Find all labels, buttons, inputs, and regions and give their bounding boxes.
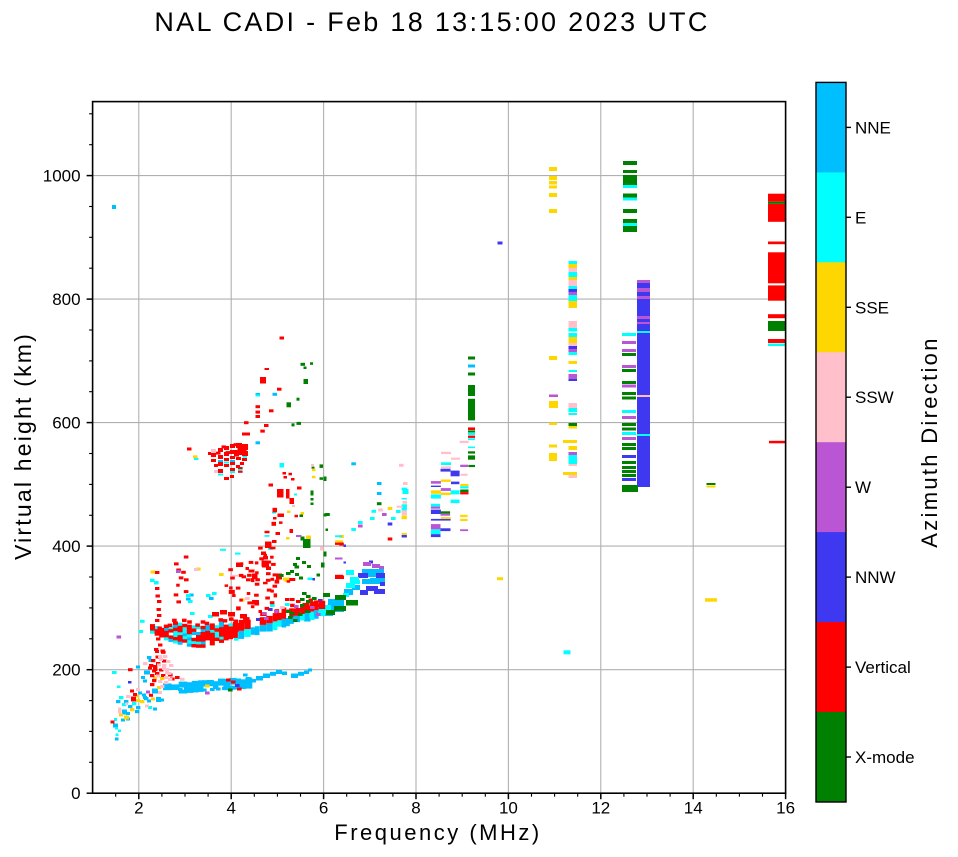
svg-text:NNW: NNW bbox=[855, 568, 896, 587]
svg-text:2: 2 bbox=[134, 799, 143, 818]
svg-text:600: 600 bbox=[52, 413, 80, 432]
svg-text:SSE: SSE bbox=[855, 298, 889, 317]
svg-text:8: 8 bbox=[411, 799, 420, 818]
svg-text:10: 10 bbox=[499, 799, 518, 818]
svg-text:1000: 1000 bbox=[43, 166, 81, 185]
svg-text:200: 200 bbox=[52, 660, 80, 679]
svg-text:E: E bbox=[855, 208, 866, 227]
svg-text:NAL CADI - Feb 18 13:15:00 202: NAL CADI - Feb 18 13:15:00 2023 UTC bbox=[154, 7, 709, 37]
svg-text:X-mode: X-mode bbox=[855, 748, 915, 767]
svg-text:Frequency (MHz): Frequency (MHz) bbox=[334, 820, 541, 845]
svg-text:800: 800 bbox=[52, 290, 80, 309]
svg-text:16: 16 bbox=[776, 799, 795, 818]
svg-text:400: 400 bbox=[52, 537, 80, 556]
svg-text:6: 6 bbox=[319, 799, 328, 818]
svg-text:W: W bbox=[855, 478, 871, 497]
svg-text:0: 0 bbox=[71, 784, 80, 803]
svg-text:Azimuth Direction: Azimuth Direction bbox=[917, 336, 942, 548]
svg-text:14: 14 bbox=[684, 799, 703, 818]
svg-text:Vertical: Vertical bbox=[855, 658, 911, 677]
svg-text:4: 4 bbox=[226, 799, 235, 818]
svg-text:12: 12 bbox=[591, 799, 610, 818]
svg-text:SSW: SSW bbox=[855, 388, 894, 407]
svg-text:Virtual height (km): Virtual height (km) bbox=[10, 332, 36, 560]
svg-text:NNE: NNE bbox=[855, 118, 891, 137]
